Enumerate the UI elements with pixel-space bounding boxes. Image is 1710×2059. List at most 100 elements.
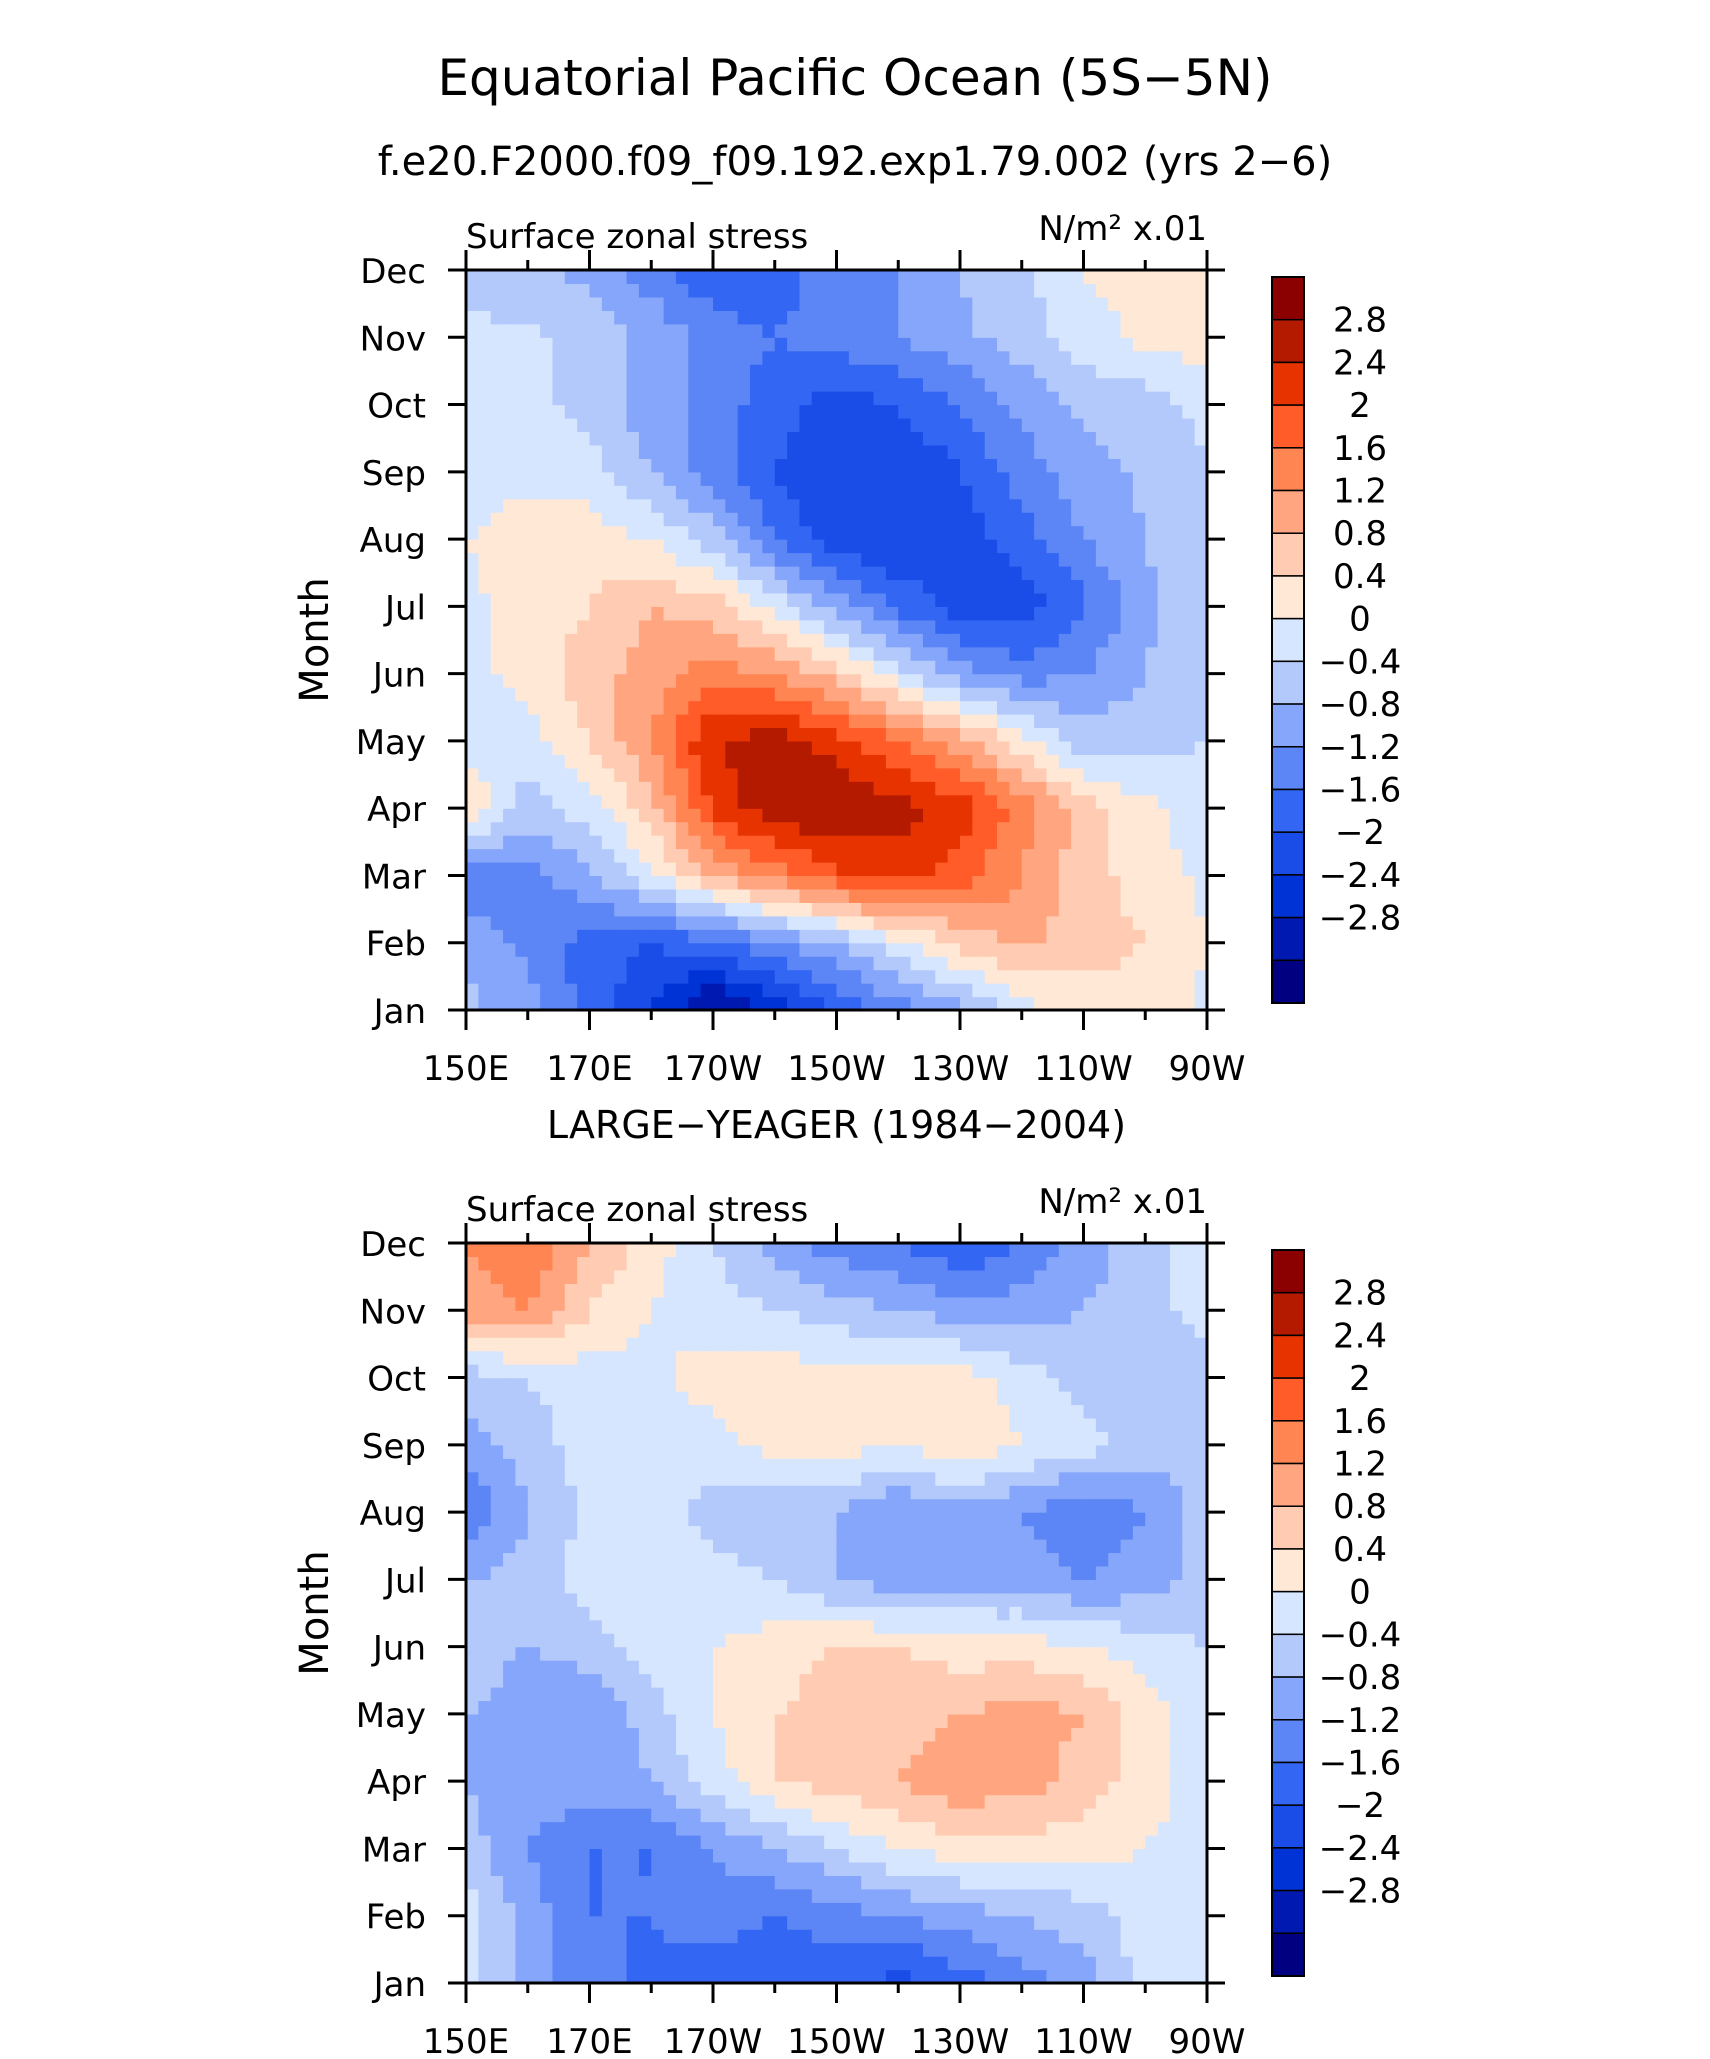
field-cell xyxy=(688,1794,702,1809)
field-cell xyxy=(873,1700,887,1715)
field-cell xyxy=(824,471,838,486)
field-cell xyxy=(750,296,763,311)
colorbar-box xyxy=(1271,874,1305,919)
field-cell xyxy=(960,444,973,459)
field-cell xyxy=(1021,727,1035,742)
field-cell xyxy=(589,1808,603,1823)
field-cell xyxy=(589,714,603,729)
field-cell xyxy=(713,525,726,540)
field-cell xyxy=(1182,956,1196,971)
field-cell xyxy=(663,1902,677,1917)
field-cell xyxy=(922,323,936,338)
field-cell xyxy=(787,498,801,513)
field-cell xyxy=(898,1915,912,1930)
field-cell xyxy=(1071,673,1085,688)
field-cell xyxy=(762,1660,776,1675)
field-cell xyxy=(577,646,591,661)
field-cell xyxy=(1009,835,1023,850)
field-cell xyxy=(774,364,788,379)
field-cell xyxy=(540,1619,554,1634)
field-cell xyxy=(774,444,788,459)
field-cell xyxy=(910,862,924,877)
field-cell xyxy=(1145,579,1159,594)
field-cell xyxy=(997,1808,1010,1823)
field-cell xyxy=(1169,1754,1183,1769)
field-cell xyxy=(972,270,986,285)
field-cell xyxy=(1095,296,1109,311)
field-cell xyxy=(478,619,492,634)
field-cell xyxy=(601,1821,615,1836)
field-cell xyxy=(947,498,961,513)
field-cell xyxy=(552,1700,566,1715)
field-cell xyxy=(1169,1942,1183,1957)
field-cell xyxy=(651,1687,665,1702)
field-cell xyxy=(589,296,603,311)
field-cell xyxy=(910,337,924,352)
field-cell xyxy=(960,619,973,634)
field-cell xyxy=(1108,539,1122,554)
field-cell xyxy=(663,1888,677,1903)
field-cell xyxy=(713,646,726,661)
field-cell xyxy=(774,539,788,554)
field-cell xyxy=(663,1794,677,1809)
field-cell xyxy=(885,1875,899,1890)
field-cell xyxy=(478,983,492,998)
field-cell xyxy=(1108,364,1122,379)
field-cell xyxy=(1169,727,1183,742)
field-cell xyxy=(725,431,739,446)
field-cell xyxy=(910,1713,924,1728)
field-cell xyxy=(1095,418,1109,433)
field-cell xyxy=(688,1915,702,1930)
field-cell xyxy=(1132,848,1146,863)
field-cell xyxy=(922,727,936,742)
field-cell xyxy=(700,956,714,971)
field-cell xyxy=(1095,929,1109,944)
field-cell xyxy=(898,552,912,567)
field-cell xyxy=(737,350,751,365)
field-cell xyxy=(478,485,492,500)
field-cell xyxy=(700,687,714,702)
field-cell xyxy=(824,1956,838,1971)
field-cell xyxy=(972,1821,986,1836)
field-cell xyxy=(638,956,652,971)
field-cell xyxy=(638,498,652,513)
field-cell xyxy=(601,552,615,567)
field-cell xyxy=(638,996,652,1011)
field-cell xyxy=(824,700,838,715)
field-cell xyxy=(700,714,714,729)
field-cell xyxy=(552,471,566,486)
field-cell xyxy=(515,1956,529,1971)
field-cell xyxy=(787,1794,801,1809)
field-cell xyxy=(947,1687,961,1702)
field-cell xyxy=(614,983,628,998)
field-cell xyxy=(1021,915,1035,930)
field-cell xyxy=(663,740,677,755)
field-cell xyxy=(478,431,492,446)
field-cell xyxy=(490,646,504,661)
field-cell xyxy=(799,1848,813,1863)
field-cell xyxy=(626,1875,640,1890)
x-tick-label: 130W xyxy=(911,1049,1010,1089)
field-cell xyxy=(478,714,492,729)
field-cell xyxy=(1034,875,1048,890)
field-cell xyxy=(922,350,936,365)
field-cell xyxy=(811,1794,825,1809)
field-cell xyxy=(626,270,640,285)
field-cell xyxy=(1034,1929,1048,1944)
field-cell xyxy=(564,498,578,513)
field-cell xyxy=(910,700,924,715)
field-cell xyxy=(1046,471,1060,486)
field-cell xyxy=(1132,539,1146,554)
field-cell xyxy=(527,525,541,540)
field-cell xyxy=(1095,996,1109,1011)
field-cell xyxy=(725,323,739,338)
field-cell xyxy=(861,1633,875,1648)
field-cell xyxy=(1145,714,1159,729)
field-cell xyxy=(651,1861,665,1876)
field-cell xyxy=(552,1969,566,1984)
field-cell xyxy=(1083,525,1097,540)
field-cell xyxy=(972,1888,986,1903)
field-cell xyxy=(1021,1781,1035,1796)
field-cell xyxy=(1058,1821,1072,1836)
field-cell xyxy=(725,835,739,850)
